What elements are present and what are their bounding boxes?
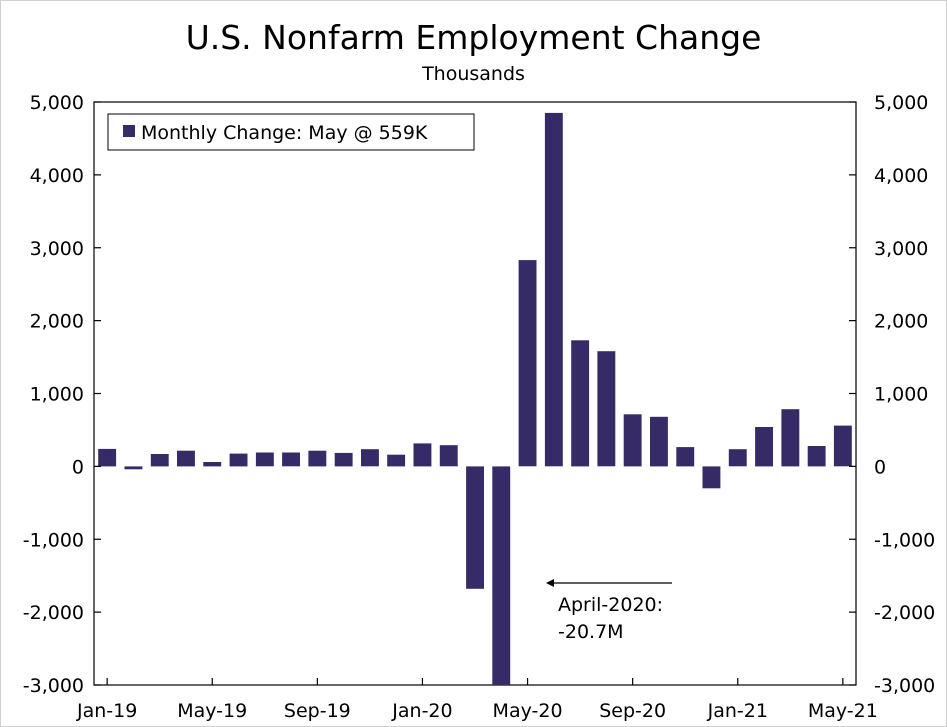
x-tick-label: Sep-20	[599, 700, 666, 722]
bar-Nov-20	[676, 447, 695, 467]
plot-area	[93, 101, 857, 686]
y-tick-label-right: -1,000	[874, 529, 935, 551]
chart-title: U.S. Nonfarm Employment Change	[185, 18, 762, 57]
bars	[98, 112, 852, 685]
legend-box	[107, 113, 475, 151]
y-tick-label-left: 5,000	[30, 92, 84, 114]
y-tick-label-left: 1,000	[30, 384, 84, 406]
annotation-line-1: April-2020:	[558, 594, 663, 616]
y-tick-label-right: -2,000	[874, 602, 935, 624]
x-tick-label: May-20	[493, 700, 563, 722]
bar-Jan-19	[98, 448, 117, 467]
y-tick-label-left: -2,000	[23, 602, 84, 624]
bar-Jan-20	[413, 443, 432, 467]
bar-Jun-19	[229, 453, 248, 467]
y-tick-label-left: 4,000	[30, 165, 84, 187]
bar-Sep-20	[623, 414, 642, 467]
bar-Aug-19	[282, 452, 300, 467]
bar-Dec-19	[387, 454, 406, 467]
x-tick-label: May-21	[808, 700, 878, 722]
bar-Feb-21	[755, 427, 773, 467]
bar-Apr-21	[807, 446, 826, 467]
bar-Oct-20	[650, 416, 668, 467]
bar-Mar-21	[781, 409, 800, 467]
axes: -3,000 -3,000 -2,000 -2,000 -1,000 -1,000 0 0 1,…	[23, 92, 936, 722]
legend: Monthly Change: May @ 559K	[107, 113, 475, 151]
bar-Sep-19	[308, 450, 327, 467]
bar-Jul-20	[571, 340, 590, 467]
y-tick-label-right: 5,000	[874, 92, 928, 114]
y-tick-label-right: 1,000	[874, 384, 928, 406]
x-tick-label: May-19	[177, 700, 247, 722]
bar-Mar-20	[466, 466, 484, 589]
bar-Mar-19	[150, 454, 169, 467]
bar-Oct-19	[334, 452, 353, 467]
bar-Jun-20	[544, 112, 563, 467]
chart-subtitle: Thousands	[422, 63, 525, 85]
bar-Aug-20	[597, 351, 616, 467]
bar-Jul-19	[255, 452, 274, 467]
x-tick-label: Jan-20	[391, 700, 452, 722]
y-tick-label-right: -3,000	[874, 675, 935, 697]
bar-Jan-21	[728, 449, 747, 467]
bar-Feb-20	[439, 445, 458, 467]
y-tick-label-left: -3,000	[23, 675, 84, 697]
bar-Apr-20	[492, 466, 511, 685]
y-tick-label-right: 3,000	[874, 238, 928, 260]
x-tick-label: Jan-19	[76, 700, 137, 722]
bar-May-20	[518, 260, 537, 467]
annotation-line-2: -20.7M	[558, 621, 624, 643]
legend-swatch	[123, 125, 135, 137]
y-tick-label-left: 2,000	[30, 311, 84, 333]
x-tick-label: Sep-19	[284, 700, 351, 722]
x-tick-label: Jan-21	[707, 700, 768, 722]
bar-May-21	[833, 425, 852, 467]
y-tick-label-left: -1,000	[23, 529, 84, 551]
legend-label: Monthly Change: May @ 559K	[141, 122, 428, 144]
annotation-arrowhead	[546, 579, 554, 587]
y-tick-label-right: 2,000	[874, 311, 928, 333]
bar-Nov-19	[361, 449, 379, 467]
bar-Dec-20	[702, 466, 721, 489]
bar-Feb-19	[124, 466, 143, 470]
y-tick-label-right: 4,000	[874, 165, 928, 187]
bar-Apr-19	[177, 450, 195, 467]
y-tick-label-left: 3,000	[30, 238, 84, 260]
bar-May-19	[203, 462, 222, 467]
annotation: April-2020: -20.7M	[546, 579, 672, 643]
y-tick-label-right: 0	[874, 456, 886, 478]
y-tick-label-left: 0	[72, 456, 84, 478]
